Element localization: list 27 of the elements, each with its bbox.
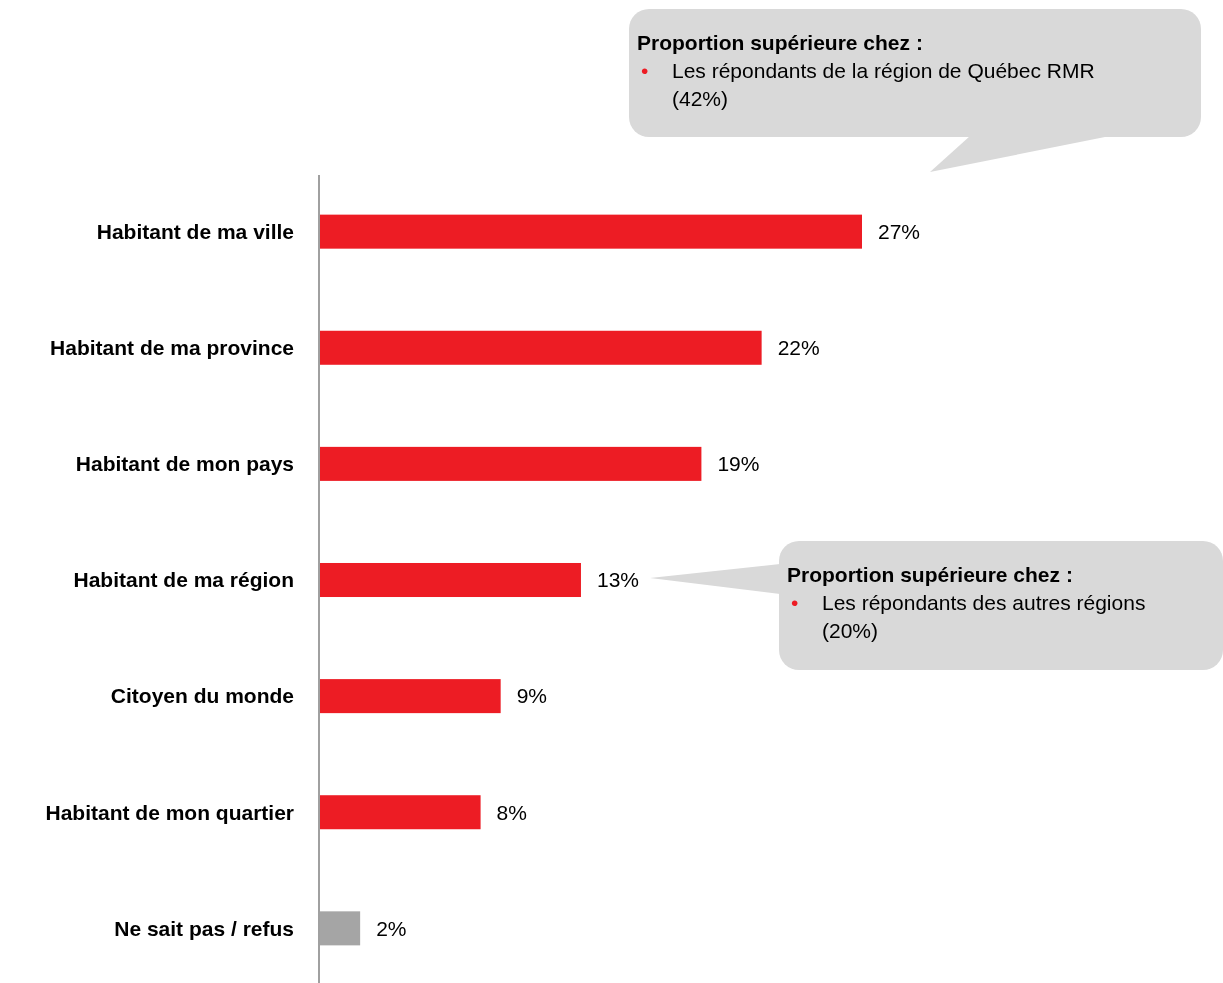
data-label: 27% xyxy=(878,220,921,243)
y-tick-label: Habitant de ma ville xyxy=(96,220,294,243)
text: Proportion supérieure chez : xyxy=(637,31,923,54)
y-tick-label: Habitant de mon pays xyxy=(75,452,294,476)
bar xyxy=(320,214,862,249)
y-tick-label: Habitant de ma province xyxy=(50,336,294,360)
y-tick-label: Ne sait pas / refus xyxy=(114,916,294,940)
annotation: Les répondants des autres régions (20%) xyxy=(822,591,1146,642)
y-tick-label: Habitant de mon quartier xyxy=(45,800,294,824)
bar xyxy=(320,679,501,714)
bar xyxy=(320,562,581,598)
bar xyxy=(320,795,481,830)
bar xyxy=(320,446,702,481)
data-label: 22% xyxy=(777,336,820,360)
bar xyxy=(320,330,762,365)
data-label: 2% xyxy=(376,916,407,940)
data-label: 19% xyxy=(717,452,760,476)
text: • xyxy=(641,59,649,82)
data-label: 8% xyxy=(496,800,527,824)
data-label: 9% xyxy=(516,684,548,708)
data-label: 13% xyxy=(596,568,639,592)
bar xyxy=(320,911,361,946)
text: Les répondants de la région de Québec RMR (42%) xyxy=(672,59,1095,110)
y-tick-label: Citoyen du monde xyxy=(110,684,294,708)
annotation: Proportion supérieure chez : xyxy=(787,563,1073,586)
annotation: • xyxy=(791,591,799,614)
y-tick-label: Habitant de ma région xyxy=(73,568,294,592)
